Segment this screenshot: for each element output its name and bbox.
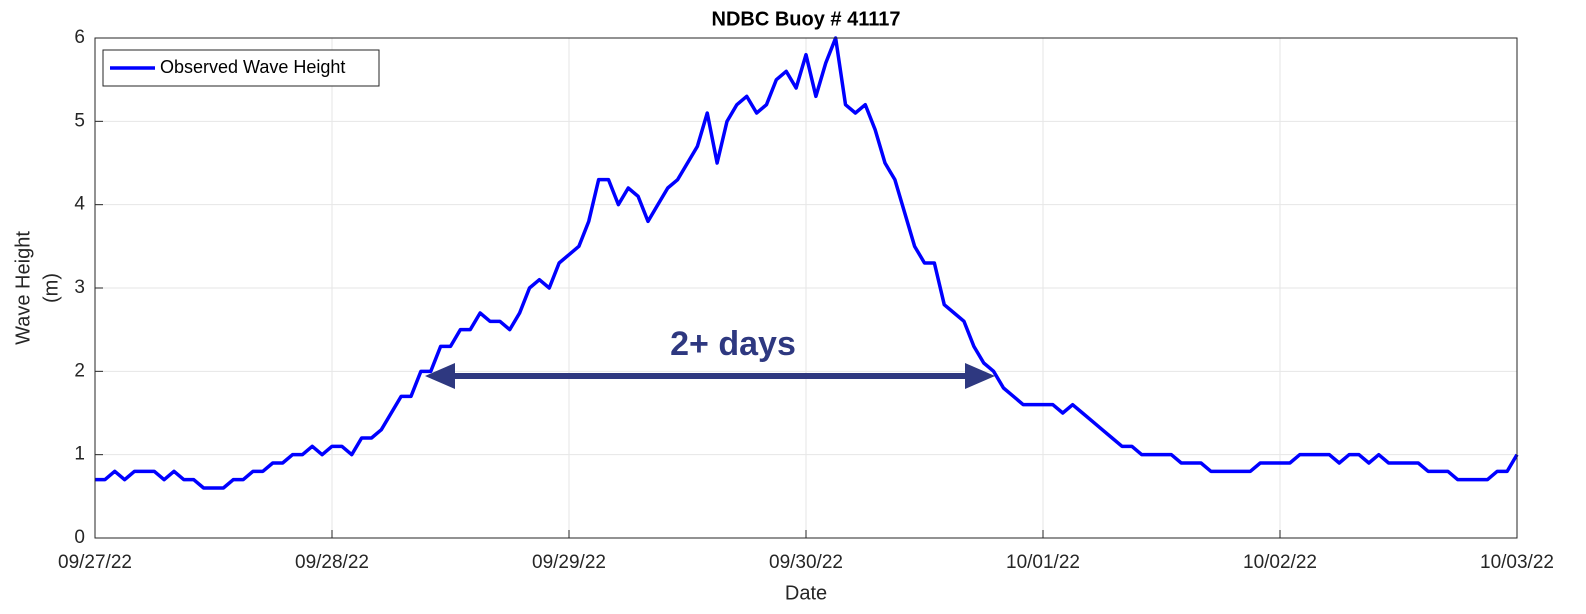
y-axis-label: Wave Height	[12, 231, 34, 345]
x-axis-label: Date	[785, 582, 827, 604]
arrow-head	[425, 363, 455, 389]
x-tick-label: 10/01/22	[1006, 552, 1080, 573]
y-axis-label: (m)	[40, 273, 62, 303]
x-tick-label: 10/03/22	[1480, 552, 1554, 573]
y-tick-label: 6	[74, 27, 85, 48]
x-tick-label: 09/30/22	[769, 552, 843, 573]
legend: Observed Wave Height	[102, 49, 380, 87]
grid	[94, 37, 1518, 539]
y-tick-label: 3	[74, 277, 85, 298]
legend-label: Observed Wave Height	[160, 57, 345, 77]
x-tick-label: 09/27/22	[58, 552, 132, 573]
annotation: 2+ days	[670, 325, 796, 363]
x-tick-label: 09/28/22	[295, 552, 369, 573]
axes-box	[94, 37, 1518, 539]
annotation-arrow	[425, 363, 995, 389]
y-tick-label: 2	[74, 360, 85, 381]
arrow-head	[965, 363, 995, 389]
chart-title: NDBC Buoy # 41117	[712, 8, 901, 30]
data-line	[95, 36, 1519, 490]
plot-area	[95, 36, 1519, 490]
x-tick-label: 09/29/22	[532, 552, 606, 573]
x-tick-label: 10/02/22	[1243, 552, 1317, 573]
y-tick-label: 0	[74, 527, 85, 548]
y-tick-label: 1	[74, 444, 85, 465]
y-tick-label: 5	[74, 110, 85, 131]
y-tick-label: 4	[74, 194, 85, 215]
